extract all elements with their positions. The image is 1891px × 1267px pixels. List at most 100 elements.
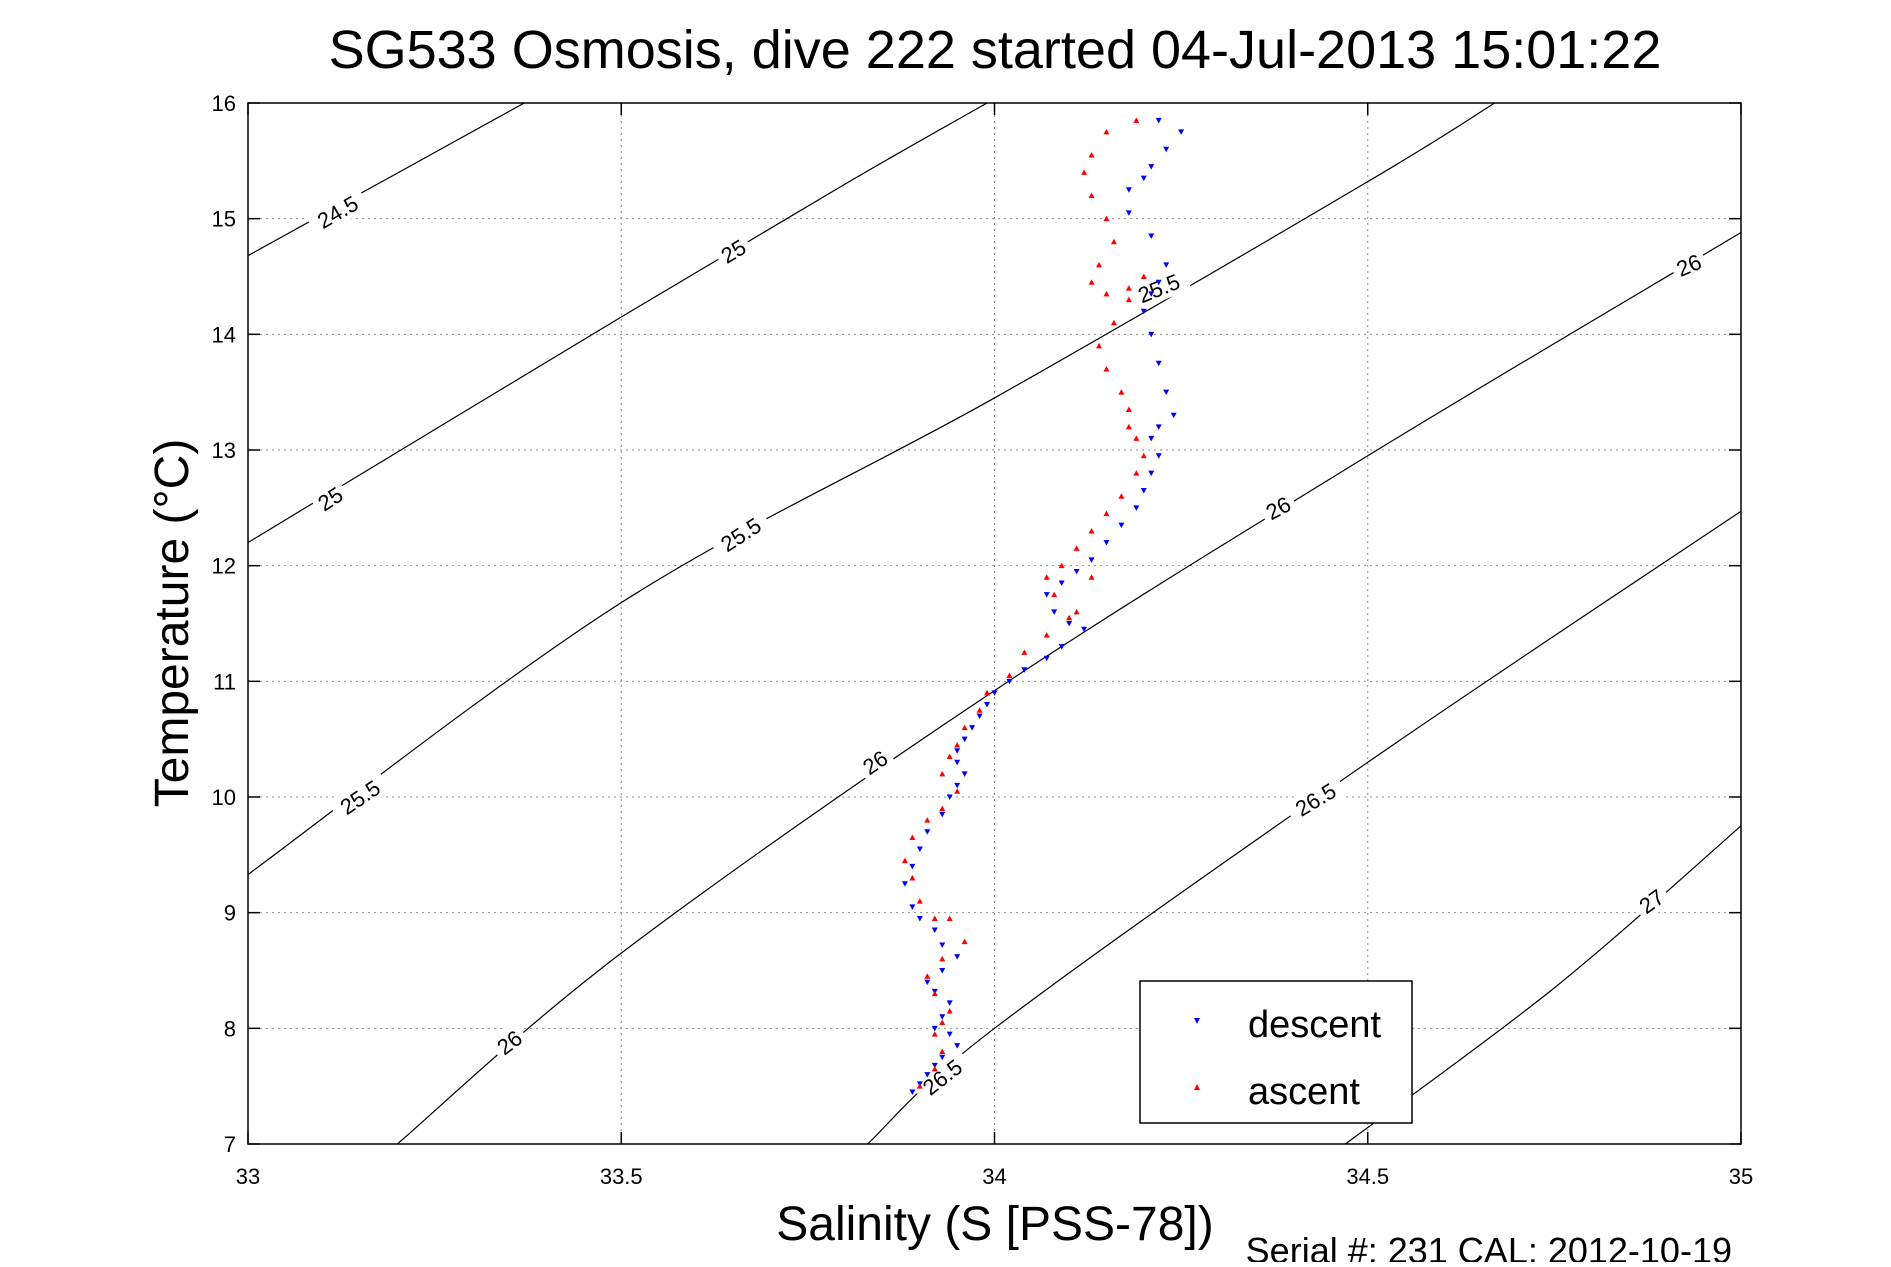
descent-point [1148, 291, 1155, 297]
contour-label-bg [1630, 880, 1673, 922]
descent-point [984, 701, 991, 708]
y-tick-label: 14 [212, 322, 236, 347]
legend-descent-label: descent [1248, 1004, 1382, 1046]
ascent-point [1096, 342, 1103, 349]
descent-point [954, 748, 961, 754]
y-tick-label: 11 [213, 669, 236, 694]
ascent-point [931, 1065, 938, 1072]
ascent-point [946, 915, 953, 921]
ascent-point [1133, 117, 1140, 123]
descent-point [1163, 262, 1170, 268]
descent-point [939, 942, 946, 949]
descent-point [1066, 621, 1073, 627]
ascent-point [939, 805, 946, 812]
ascent-point [984, 689, 991, 696]
descent-point [1140, 487, 1147, 494]
ascent-point [1140, 452, 1147, 459]
axis-ticks: 33 33.5 34 34.5 35 7 8 9 10 11 12 13 14 15 16 [212, 91, 1754, 1189]
descent-point [909, 904, 916, 910]
descent-point [1125, 187, 1132, 193]
descent-point [1021, 667, 1028, 673]
legend: descent ascent [1139, 980, 1413, 1124]
contour-label-bg [305, 185, 371, 238]
ascent-point [1125, 285, 1132, 291]
descent-point [931, 927, 938, 934]
contour-label-bg [1257, 488, 1300, 528]
descent-point [946, 794, 953, 800]
descent-point [946, 1000, 953, 1006]
descent-point [1140, 175, 1147, 182]
descent-point [1125, 210, 1132, 216]
serial-cal-footer: Serial #: 231 CAL: 2012-10-19 [1246, 1230, 1732, 1262]
descent-point [1148, 233, 1155, 240]
descent-point [1148, 435, 1155, 442]
descent-point [1088, 557, 1095, 563]
ascent-point [1103, 366, 1110, 372]
ascent-point [1058, 562, 1065, 569]
ascent-point [1066, 614, 1073, 621]
descent-point [939, 811, 946, 818]
contour-line-24-5 [247, 102, 525, 257]
descent-point [946, 1031, 953, 1038]
descent-point [916, 846, 923, 853]
ascent-point [1118, 493, 1125, 499]
y-tick-label: 13 [212, 438, 236, 463]
descent-point [961, 771, 968, 777]
ascent-point [1133, 470, 1140, 476]
descent-point [1006, 678, 1013, 685]
plot-background [248, 103, 1741, 1144]
descent-point [939, 1054, 946, 1061]
contour-line-25 [247, 102, 988, 544]
descent-point [939, 968, 946, 974]
descent-point [969, 725, 976, 731]
ascent-point [1133, 435, 1140, 441]
ascent-point [939, 770, 946, 777]
contour-label: 27 [1630, 880, 1673, 922]
ascent-point [931, 990, 938, 997]
y-tick-label: 16 [212, 91, 236, 116]
descent-point [1155, 117, 1162, 124]
x-tick-label: 34.5 [1346, 1164, 1389, 1189]
descent-point [1118, 522, 1125, 529]
descent-point [1051, 609, 1058, 615]
contour-label-bg [308, 478, 352, 519]
descent-point [931, 1062, 938, 1069]
ascent-point [1103, 510, 1110, 517]
contour-label-bg [853, 742, 897, 783]
descent-point [1155, 453, 1162, 459]
y-tick-label: 15 [212, 207, 236, 232]
ascent-point [1118, 389, 1125, 395]
descent-point [931, 1025, 938, 1032]
descent-point [1155, 424, 1162, 430]
ascent-point [939, 955, 946, 962]
series-ascent [901, 117, 1147, 1089]
ascent-point [1140, 273, 1147, 279]
descent-point [954, 1043, 961, 1049]
descent-point [954, 954, 961, 960]
descent-point [1148, 164, 1155, 170]
ascent-point [916, 1083, 923, 1089]
ascent-point [976, 707, 983, 713]
ascent-point [1073, 545, 1080, 551]
ascent-point [954, 788, 961, 794]
ascent-point [1103, 290, 1110, 297]
ascent-point [1110, 319, 1117, 326]
descent-point [939, 1014, 946, 1020]
y-tick-label: 9 [224, 901, 236, 926]
contour-line-25-5 [247, 102, 1495, 875]
descent-point [924, 829, 931, 835]
ascent-point [946, 753, 953, 760]
chart-title: SG533 Osmosis, dive 222 started 04-Jul-2… [329, 20, 1662, 80]
descent-point [1133, 505, 1140, 511]
x-tick-label: 34 [982, 1164, 1006, 1189]
legend-ascent-label: ascent [1248, 1071, 1360, 1113]
descent-point [1148, 470, 1155, 477]
ascent-point [1088, 527, 1095, 534]
descent-point [1043, 655, 1050, 662]
descent-point [961, 736, 968, 743]
ascent-point [1081, 169, 1088, 175]
descent-point [954, 782, 961, 789]
descent-point [1163, 146, 1170, 153]
descent-point [976, 713, 983, 720]
